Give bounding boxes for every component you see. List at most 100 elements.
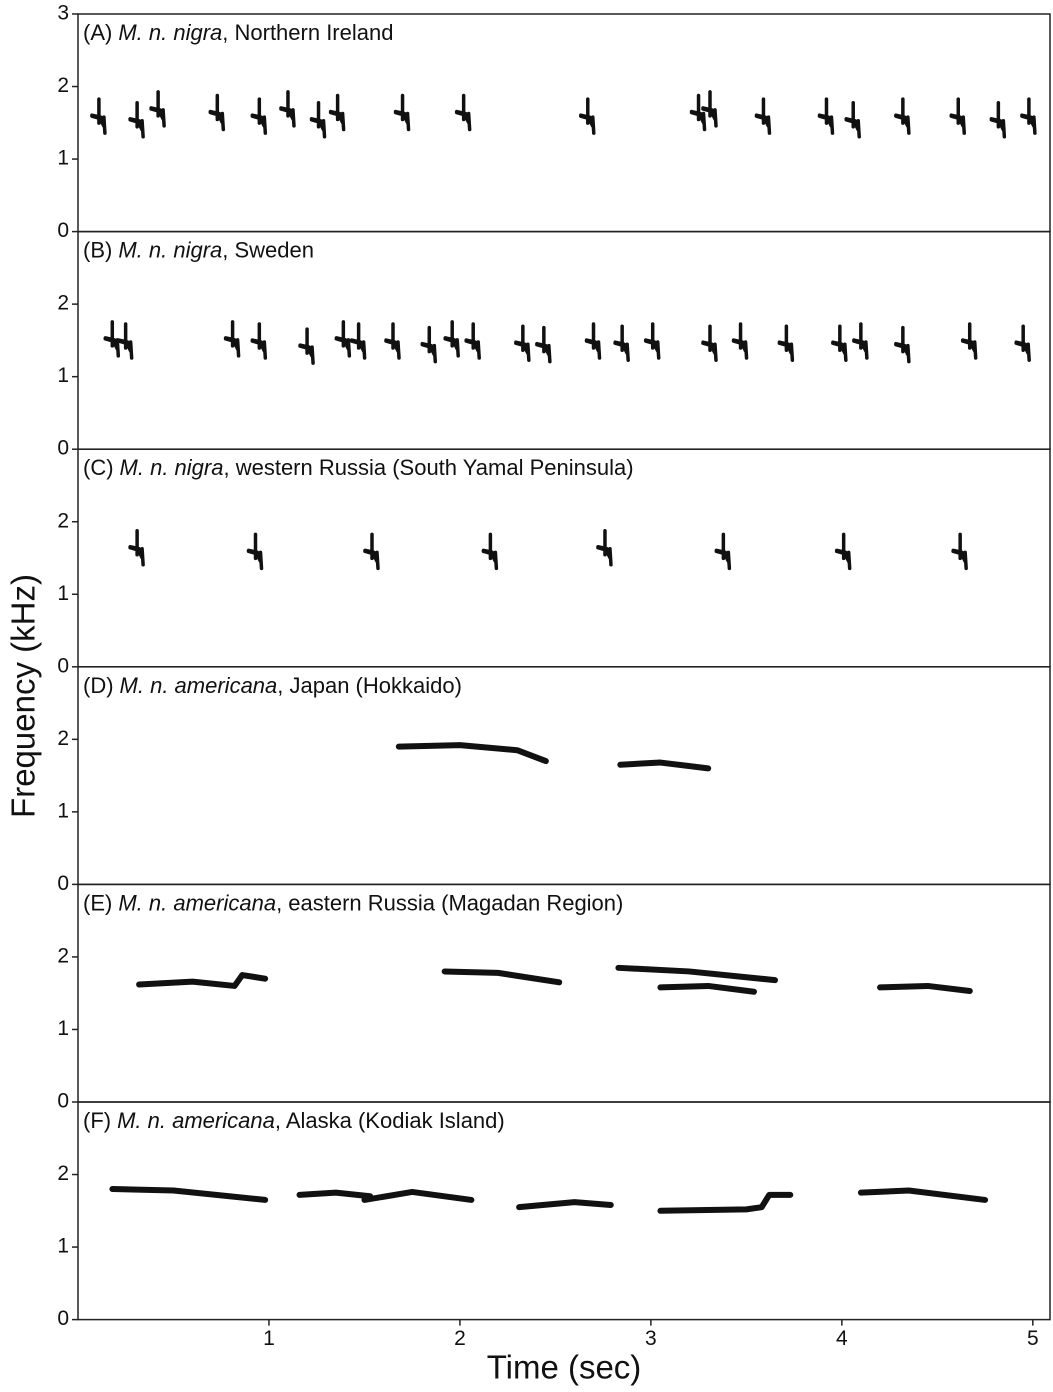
x-tick-label: 4 [836,1327,848,1350]
y-tick-label: 0 [57,219,69,242]
note [363,532,380,571]
panel-title: (F) M. n. americana, Alaska (Kodiak Islan… [83,1108,505,1133]
note [701,90,718,128]
note [584,322,602,360]
note [443,320,460,358]
call [296,1189,374,1200]
note [894,97,911,135]
note [834,532,852,571]
y-axis-label: Frequency (kHz) [5,574,42,818]
note [128,101,145,139]
note [844,101,861,139]
y-tick-label: 0 [57,437,69,460]
note [894,325,911,364]
note [90,97,107,135]
place: , Alaska (Kodiak Island) [275,1108,505,1133]
call [657,982,758,995]
call [615,964,779,984]
note [349,322,367,360]
note [643,322,661,360]
place: , eastern Russia (Magadan Region) [276,890,623,915]
taxon: M. n. americana [117,1108,275,1133]
note [951,532,968,571]
note [481,532,499,571]
note [116,322,134,360]
y-tick-label: 1 [57,1235,69,1258]
note [514,324,531,362]
note [831,324,848,362]
note [250,97,268,135]
panel-frame [77,1101,1051,1321]
note [949,97,966,135]
panel-label: (E) [83,890,112,915]
note [298,327,315,365]
panel-frame [77,448,1051,668]
note [714,532,732,571]
note [731,322,749,360]
y-tick-label: 2 [57,509,69,532]
panel-label: (F) [83,1108,111,1133]
note [817,97,835,135]
panel-label: (C) [83,455,114,480]
y-tick-label: 1 [57,364,69,387]
y-tick-label: 2 [57,727,69,750]
call [857,1187,989,1203]
y-tick-label: 3 [57,2,69,25]
panel-title: (B) M. n. nigra, Sweden [83,237,314,262]
panel-title: (C) M. n. nigra, western Russia (South Ya… [83,455,634,480]
y-tick-label: 2 [57,74,69,97]
taxon: M. n. nigra [118,20,222,45]
note [309,101,327,139]
note [279,90,296,128]
note [149,90,166,128]
note [596,528,613,567]
note [701,324,718,362]
panel-title: (A) M. n. nigra, Northern Ireland [83,20,393,45]
place: , western Russia (South Yamal Peninsula) [223,455,633,480]
note [1014,324,1031,362]
note [852,322,869,360]
note [420,325,438,364]
place: , Japan (Hokkaido) [277,673,462,698]
y-tick-label: 2 [57,944,69,967]
note [208,93,226,132]
note [579,97,596,135]
panel-label: (B) [83,237,112,262]
note [777,324,795,362]
call [361,1188,475,1203]
y-tick-label: 1 [57,1017,69,1040]
note [989,101,1007,139]
note [384,322,401,360]
note [535,325,552,364]
x-tick-label: 2 [454,1327,466,1350]
y-tick-label: 0 [57,1307,69,1330]
note [689,93,707,132]
taxon: M. n. nigra [118,237,222,262]
call [136,972,269,989]
call [395,742,549,765]
taxon: M. n. americana [120,673,278,698]
taxon: M. n. nigra [120,455,224,480]
y-tick-label: 1 [57,799,69,822]
place: , Northern Ireland [222,20,393,45]
note [334,320,352,358]
x-tick-label: 5 [1027,1327,1039,1350]
y-tick-label: 0 [57,872,69,895]
note [223,320,241,358]
note [454,93,472,132]
y-tick-label: 0 [57,1090,69,1113]
panel-title: (D) M. n. americana, Japan (Hokkaido) [83,673,462,698]
x-tick-label: 1 [263,1327,275,1350]
note [1020,97,1037,135]
x-axis-label: Time (sec) [487,1349,642,1386]
call [877,982,973,995]
note [128,528,145,567]
y-tick-label: 0 [57,654,69,677]
y-tick-label: 2 [57,292,69,315]
panel-label: (D) [83,673,114,698]
panel-title: (E) M. n. americana, eastern Russia (Maga… [83,890,623,915]
panel-frame [77,666,1051,886]
note [613,324,630,362]
y-tick-label: 1 [57,582,69,605]
